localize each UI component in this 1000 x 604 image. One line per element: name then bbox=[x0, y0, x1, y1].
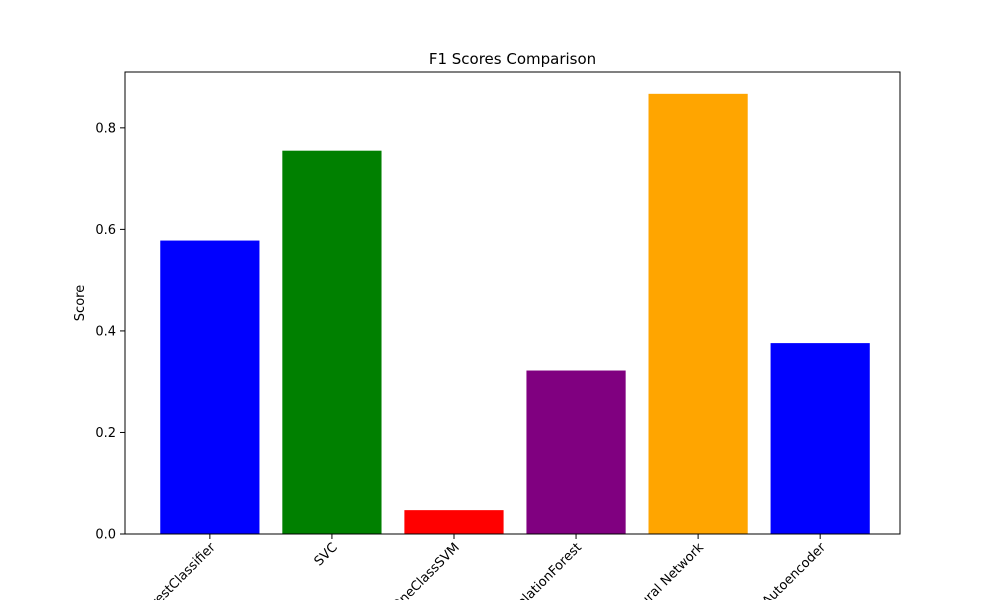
x-tick-label: Neural Network bbox=[625, 540, 708, 600]
bar-neural-network bbox=[648, 93, 748, 534]
y-tick-label: 0.8 bbox=[95, 121, 116, 136]
x-tick-label: RandomForestClassifier bbox=[100, 540, 219, 600]
y-tick-label: 0.0 bbox=[95, 528, 116, 543]
bar-autoencoder bbox=[770, 343, 870, 534]
y-tick-label: 0.4 bbox=[95, 324, 116, 339]
y-axis-label: Score bbox=[73, 285, 88, 321]
x-tick-label: OneClassSVM bbox=[389, 540, 463, 600]
bars-group bbox=[160, 93, 870, 535]
bar-svc bbox=[282, 150, 382, 534]
bar-randomforestclassifier bbox=[160, 240, 260, 535]
y-axis-ticks: 0.0 0.2 0.4 0.6 0.8 bbox=[95, 121, 125, 543]
x-tick-label: SVC bbox=[312, 540, 341, 569]
bar-oneclasssvm bbox=[404, 510, 504, 534]
x-tick-label: Autoencoder bbox=[760, 540, 830, 600]
plot-frame bbox=[124, 71, 901, 535]
bar-isolationforest bbox=[526, 370, 626, 534]
x-tick-label: IsolationForest bbox=[507, 540, 585, 600]
x-axis-ticks: RandomForestClassifier SVC OneClassSVM Isol… bbox=[100, 534, 830, 604]
y-tick-label: 0.2 bbox=[95, 426, 116, 441]
chart-title: F1 Scores Comparison bbox=[429, 50, 596, 68]
y-tick-label: 0.6 bbox=[95, 223, 116, 238]
